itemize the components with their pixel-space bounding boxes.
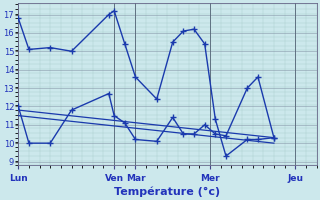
X-axis label: Température (°c): Température (°c) (114, 186, 220, 197)
